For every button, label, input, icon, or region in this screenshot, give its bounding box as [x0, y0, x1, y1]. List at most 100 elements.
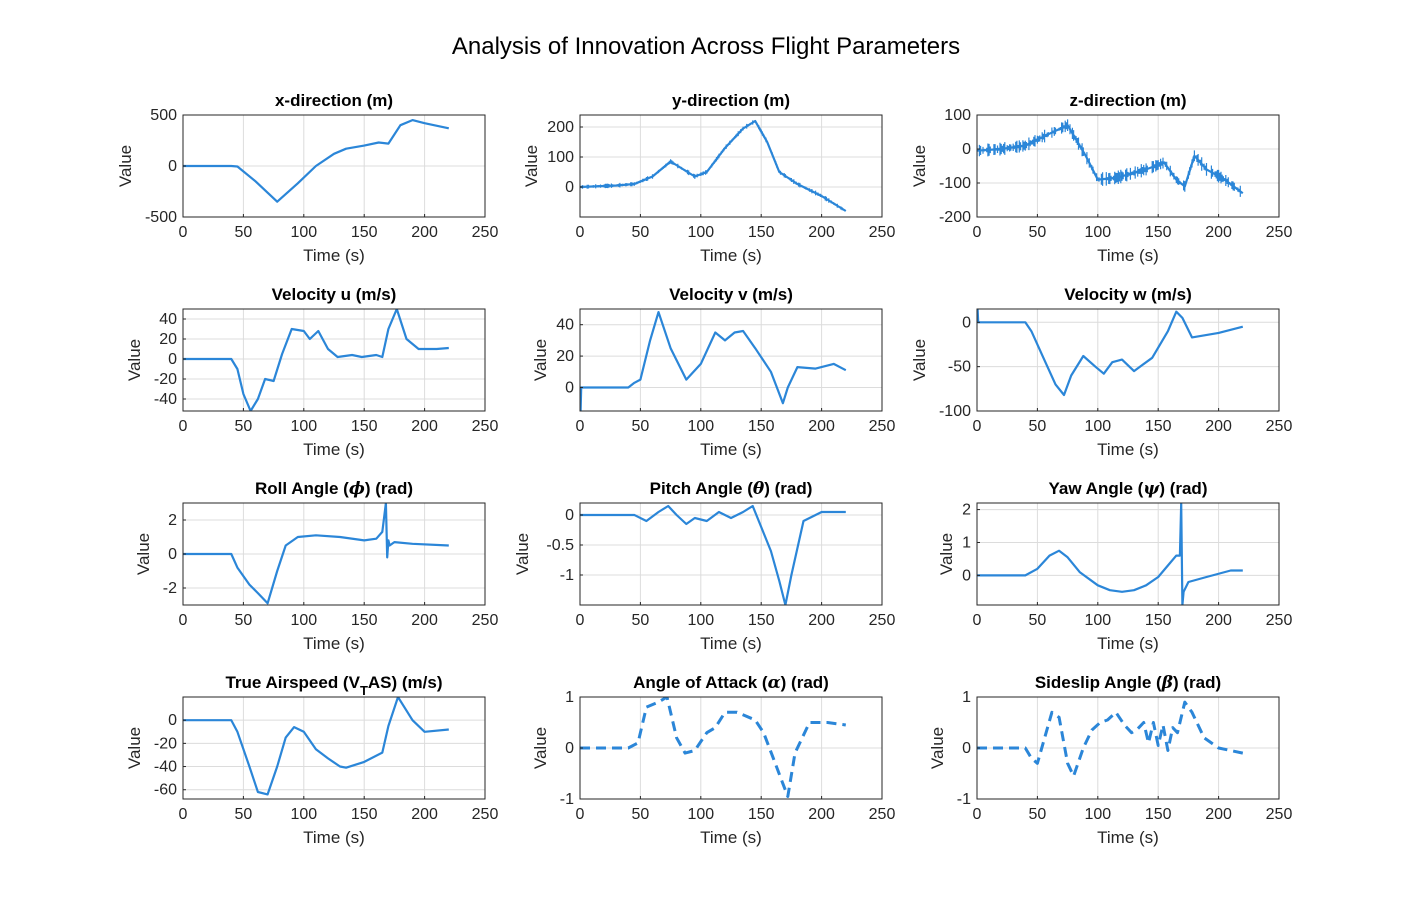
- x-tick-label: 0: [973, 418, 982, 435]
- series-line: [183, 309, 449, 411]
- x-tick-label: 250: [869, 612, 896, 629]
- subplot-title: Angle of Attack (α) (rad): [633, 673, 829, 693]
- x-tick-label: 200: [808, 612, 835, 629]
- subplot-title: Velocity u (m/s): [272, 285, 397, 304]
- series-line: [977, 700, 1244, 778]
- y-tick-label: 500: [150, 107, 177, 124]
- x-tick-label: 0: [973, 224, 982, 241]
- x-tick-label: 200: [1205, 224, 1232, 241]
- y-tick-label: 1: [962, 534, 971, 551]
- subplot-10: 0 50 100 150 200 250 -60 -40 -20 0 Time (s) Value: [125, 696, 498, 847]
- x-tick-label: 250: [1266, 612, 1293, 629]
- series-line: [977, 503, 1243, 605]
- x-tick-label: 0: [973, 806, 982, 823]
- y-tick-label: 1: [962, 689, 971, 706]
- x-tick-label: 100: [1084, 224, 1111, 241]
- x-tick-label: 200: [1205, 806, 1232, 823]
- x-tick-label: 100: [290, 806, 317, 823]
- subplot-title: Pitch Angle (θ) (rad): [650, 479, 813, 499]
- series-line: [580, 697, 847, 798]
- y-tick-label: -200: [939, 209, 971, 226]
- x-axis-label: Time (s): [303, 828, 365, 847]
- x-tick-label: 50: [1029, 806, 1047, 823]
- x-axis-label: Time (s): [700, 440, 762, 459]
- y-tick-label: 0: [565, 740, 574, 757]
- x-tick-label: 150: [351, 418, 378, 435]
- x-axis-label: Time (s): [1097, 440, 1159, 459]
- x-tick-label: 200: [411, 224, 438, 241]
- x-axis-label: Time (s): [303, 440, 365, 459]
- subplot-9: 0 50 100 150 200 250 0 1 2 Time (s) Value: [937, 502, 1292, 653]
- x-tick-label: 200: [411, 806, 438, 823]
- x-tick-label: 50: [632, 612, 650, 629]
- series-line: [183, 697, 449, 796]
- x-tick-label: 50: [1029, 612, 1047, 629]
- x-tick-label: 100: [1084, 418, 1111, 435]
- y-tick-label: 40: [556, 317, 574, 334]
- x-tick-label: 50: [632, 224, 650, 241]
- y-tick-label: -1: [560, 791, 574, 808]
- x-tick-label: 100: [1084, 806, 1111, 823]
- x-tick-label: 150: [748, 806, 775, 823]
- x-tick-label: 200: [1205, 418, 1232, 435]
- y-axis-label: Value: [134, 533, 153, 575]
- axes-box: [182, 308, 486, 412]
- subplot-4: 0 50 100 150 200 250 -40 -20 0 20 40 Time (s) Value: [125, 308, 498, 459]
- x-tick-label: 250: [1266, 806, 1293, 823]
- x-tick-label: 0: [973, 612, 982, 629]
- x-tick-label: 200: [411, 612, 438, 629]
- x-tick-label: 250: [472, 612, 499, 629]
- x-axis-label: Time (s): [700, 246, 762, 265]
- axes-box: [182, 696, 486, 800]
- plot-area: [977, 503, 1279, 605]
- x-axis-label: Time (s): [700, 828, 762, 847]
- y-tick-label: 0: [168, 546, 177, 563]
- y-tick-label: 0: [565, 507, 574, 524]
- x-tick-label: 50: [235, 806, 253, 823]
- y-tick-label: -100: [939, 175, 971, 192]
- series-noise-band: [580, 120, 846, 211]
- y-axis-label: Value: [928, 727, 947, 769]
- y-tick-label: 20: [159, 331, 177, 348]
- y-tick-label: 0: [962, 567, 971, 584]
- y-tick-label: -20: [154, 371, 177, 388]
- x-tick-label: 200: [808, 224, 835, 241]
- plot-area: [977, 309, 1279, 411]
- x-tick-label: 150: [748, 612, 775, 629]
- series-line: [183, 119, 450, 203]
- y-axis-label: Value: [531, 727, 550, 769]
- x-tick-label: 100: [290, 224, 317, 241]
- x-tick-label: 200: [808, 418, 835, 435]
- y-tick-label: 2: [168, 512, 177, 529]
- y-tick-label: -0.5: [546, 537, 574, 554]
- x-tick-label: 200: [1205, 612, 1232, 629]
- plot-area: [580, 115, 882, 217]
- axes-box: [579, 308, 883, 412]
- subplot-title: Yaw Angle (ψ) (rad): [1049, 479, 1208, 499]
- x-tick-label: 200: [411, 418, 438, 435]
- y-axis-label: Value: [531, 339, 550, 381]
- x-tick-label: 250: [472, 224, 499, 241]
- y-tick-label: -60: [154, 782, 177, 799]
- x-tick-label: 100: [1084, 612, 1111, 629]
- x-axis-label: Time (s): [303, 634, 365, 653]
- x-tick-label: 50: [1029, 418, 1047, 435]
- subplot-5: 0 50 100 150 200 250 0 20 40 Time (s) Value: [531, 308, 895, 459]
- x-tick-label: 150: [748, 418, 775, 435]
- x-tick-label: 200: [808, 806, 835, 823]
- x-axis-label: Time (s): [700, 634, 762, 653]
- subplot-2: 0 50 100 150 200 250 0 100 200 Time (s) Value: [522, 114, 895, 265]
- series-line: [580, 311, 847, 411]
- plot-area: [580, 503, 882, 605]
- y-tick-label: -2: [163, 580, 177, 597]
- x-tick-label: 0: [576, 612, 585, 629]
- y-tick-label: -50: [948, 359, 971, 376]
- plot-area: [580, 309, 882, 411]
- x-tick-label: 50: [235, 612, 253, 629]
- subplot-title: Roll Angle (ϕ) (rad): [255, 479, 413, 499]
